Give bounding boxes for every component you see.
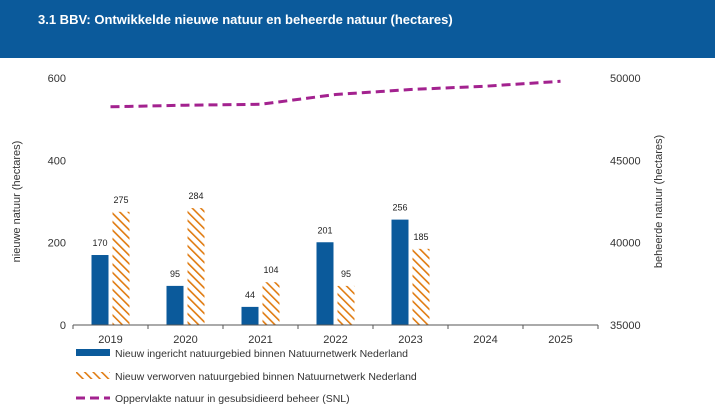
- legend-label: Nieuw ingericht natuurgebied binnen Natu…: [115, 348, 408, 360]
- bar-nieuw-verworven: [262, 282, 280, 325]
- legend-swatch-nieuw-ingericht: [76, 349, 110, 356]
- x-tick-label: 2020: [173, 334, 197, 346]
- y-right-tick-label: 35000: [610, 320, 641, 332]
- x-tick-label: 2022: [323, 334, 347, 346]
- legend-swatch-nieuw-verworven: [76, 372, 110, 379]
- y-left-axis-title: nieuwe natuur (hectares): [11, 141, 23, 263]
- x-tick-label: 2021: [248, 334, 272, 346]
- x-tick-label: 2024: [473, 334, 497, 346]
- data-label: 95: [341, 269, 351, 279]
- data-label: 44: [245, 290, 255, 300]
- data-label: 185: [413, 232, 428, 242]
- data-label: 284: [188, 191, 203, 201]
- data-label: 256: [392, 203, 407, 213]
- x-tick-label: 2019: [98, 334, 122, 346]
- bar-nieuw-verworven: [112, 211, 130, 325]
- x-tick-label: 2023: [398, 334, 422, 346]
- data-label: 104: [263, 265, 278, 275]
- bar-nieuw-verworven: [337, 285, 355, 325]
- bar-nieuw-ingericht: [316, 242, 334, 325]
- chart-header: 3.1 BBV: Ontwikkelde nieuwe natuur en be…: [0, 0, 715, 58]
- data-label: 201: [317, 225, 332, 235]
- data-label: 170: [92, 238, 107, 248]
- bar-nieuw-verworven: [412, 248, 430, 325]
- line-snl-oppervlakte: [110, 79, 561, 109]
- bar-nieuw-ingericht: [91, 255, 109, 325]
- y-left-tick-label: 200: [48, 238, 66, 250]
- y-right-tick-label: 50000: [610, 73, 641, 85]
- y-right-tick-label: 40000: [610, 238, 641, 250]
- y-left-tick-label: 400: [48, 155, 66, 167]
- y-right-axis-title: beheerde natuur (hectares): [653, 135, 665, 268]
- data-label: 275: [113, 195, 128, 205]
- y-left-tick-label: 600: [48, 73, 66, 85]
- x-tick-label: 2025: [548, 334, 572, 346]
- data-label: 95: [170, 269, 180, 279]
- bar-nieuw-ingericht: [391, 219, 409, 325]
- bar-nieuw-ingericht: [241, 306, 259, 325]
- bar-nieuw-ingericht: [166, 285, 184, 325]
- y-right-tick-label: 45000: [610, 155, 641, 167]
- chart-title: 3.1 BBV: Ontwikkelde nieuwe natuur en be…: [38, 12, 453, 27]
- y-left-tick-label: 0: [60, 320, 66, 332]
- bar-nieuw-verworven: [187, 208, 205, 325]
- legend-label: Oppervlakte natuur in gesubsidieerd behe…: [115, 393, 350, 405]
- legend-label: Nieuw verworven natuurgebied binnen Natu…: [115, 371, 417, 383]
